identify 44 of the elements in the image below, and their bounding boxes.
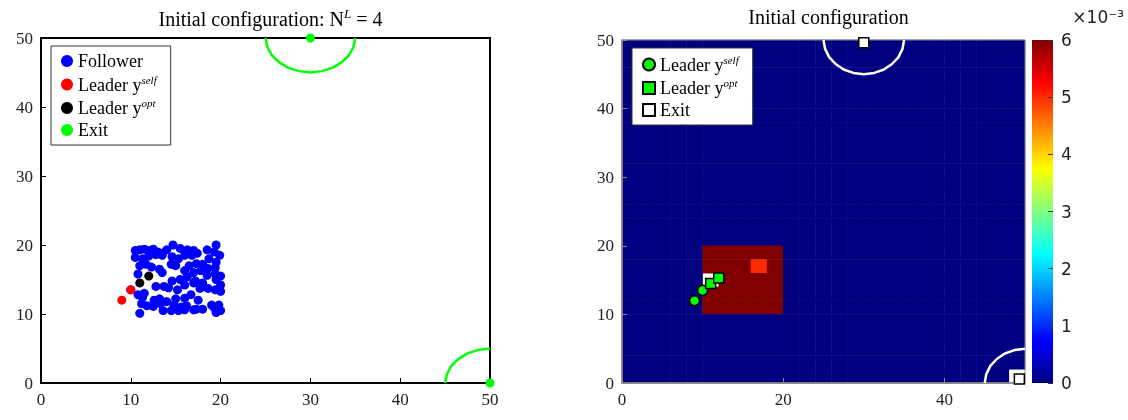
point [712, 272, 725, 284]
point [144, 271, 154, 281]
color-bar-label: 4 [1061, 144, 1072, 165]
color-bar-label: 5 [1061, 87, 1072, 108]
legend-label: Exit [78, 120, 108, 140]
y-tick-label: 0 [605, 373, 614, 393]
y-tick-label: 50 [16, 28, 33, 48]
x-tick-label: 30 [301, 390, 319, 409]
y-tick-label: 50 [597, 30, 614, 50]
point [1013, 373, 1026, 385]
y-tick-label: 10 [597, 304, 614, 324]
point [135, 278, 145, 288]
chart-title: Initial configuration [748, 6, 909, 29]
y-tick-label: 30 [16, 166, 33, 186]
point [117, 295, 127, 305]
point [858, 36, 870, 49]
y-tick-label: 40 [597, 99, 614, 119]
color-bar-label: 2 [1061, 258, 1072, 279]
x-tick-label: 50 [481, 390, 499, 409]
y-tick-label: 0 [24, 373, 33, 393]
y-tick-label: 10 [16, 304, 33, 324]
x-tick-label: 40 [391, 390, 409, 409]
y-tick-label: 20 [16, 235, 33, 255]
color-bar-label: 6 [1061, 30, 1072, 50]
point [485, 378, 495, 388]
text: ×10⁻³ [1072, 6, 1125, 27]
line-series [443, 347, 492, 385]
y-tick-label: 30 [597, 167, 614, 187]
point [305, 33, 315, 43]
y-tick-label: 20 [597, 236, 614, 256]
point [688, 294, 701, 307]
legend-label: Exit [660, 100, 690, 120]
legend-label: Follower [78, 51, 143, 71]
color-bar-label: 0 [1061, 373, 1072, 393]
color-bar-label: 3 [1061, 201, 1072, 222]
line-series [264, 36, 357, 74]
x-tick-label: 20 [212, 390, 230, 409]
x-tick-label: 0 [36, 390, 46, 409]
x-tick-label: 20 [774, 390, 792, 409]
x-tick-label: 10 [122, 390, 140, 409]
x-tick-label: 40 [935, 390, 953, 409]
y-tick-label: 40 [16, 97, 33, 117]
x-tick-label: 0 [617, 390, 627, 409]
color-bar-label: 1 [1061, 315, 1072, 336]
